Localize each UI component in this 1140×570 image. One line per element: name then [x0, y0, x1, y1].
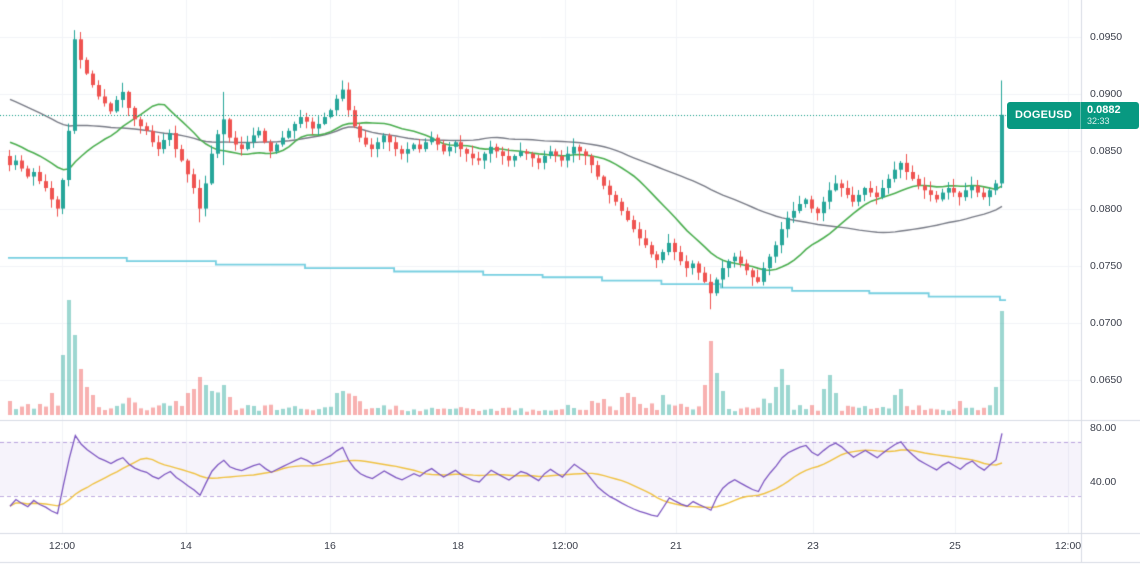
last-price-badge[interactable]: DOGEUSD 0.0882 32:33 [1006, 101, 1139, 129]
time-axis-label: 14 [180, 540, 192, 552]
time-axis-label: 12:00 [1054, 540, 1082, 552]
price-axis-label: 0.0950 [1090, 31, 1123, 43]
symbol-label: DOGEUSD [1006, 101, 1080, 129]
price-axis-label: 0.0700 [1090, 317, 1123, 329]
time-axis[interactable]: 12:00 14 16 18 12:00 21 23 25 12:00 [0, 533, 1140, 562]
price-axis-label: 0.0650 [1090, 374, 1123, 387]
price-axis-label: 0.0800 [1090, 202, 1123, 215]
last-price-value: 0.0882 [1087, 104, 1121, 117]
time-axis-label: 12:00 [48, 540, 76, 552]
price-axis[interactable]: 0.0950 0.0900 0.0850 0.0800 0.0750 0.0700 0.06… [1081, 0, 1140, 533]
price-axis-label: 0.0750 [1090, 259, 1123, 272]
rsi-axis-label: 40.00 [1090, 476, 1117, 488]
time-axis-label: 18 [452, 540, 464, 552]
time-axis-label: 16 [324, 540, 336, 552]
time-axis-label: 25 [949, 540, 961, 552]
time-axis-label: 21 [670, 540, 682, 552]
price-axis-label: 0.0850 [1090, 145, 1123, 158]
last-price-chip: 0.0882 32:33 [1080, 101, 1139, 129]
time-axis-label: 23 [807, 540, 819, 552]
time-axis-label: 12:00 [551, 540, 579, 552]
rsi-axis-label: 80.00 [1090, 422, 1117, 434]
bar-countdown: 32:33 [1087, 116, 1110, 127]
price-axis-label: 0.0900 [1090, 88, 1123, 101]
